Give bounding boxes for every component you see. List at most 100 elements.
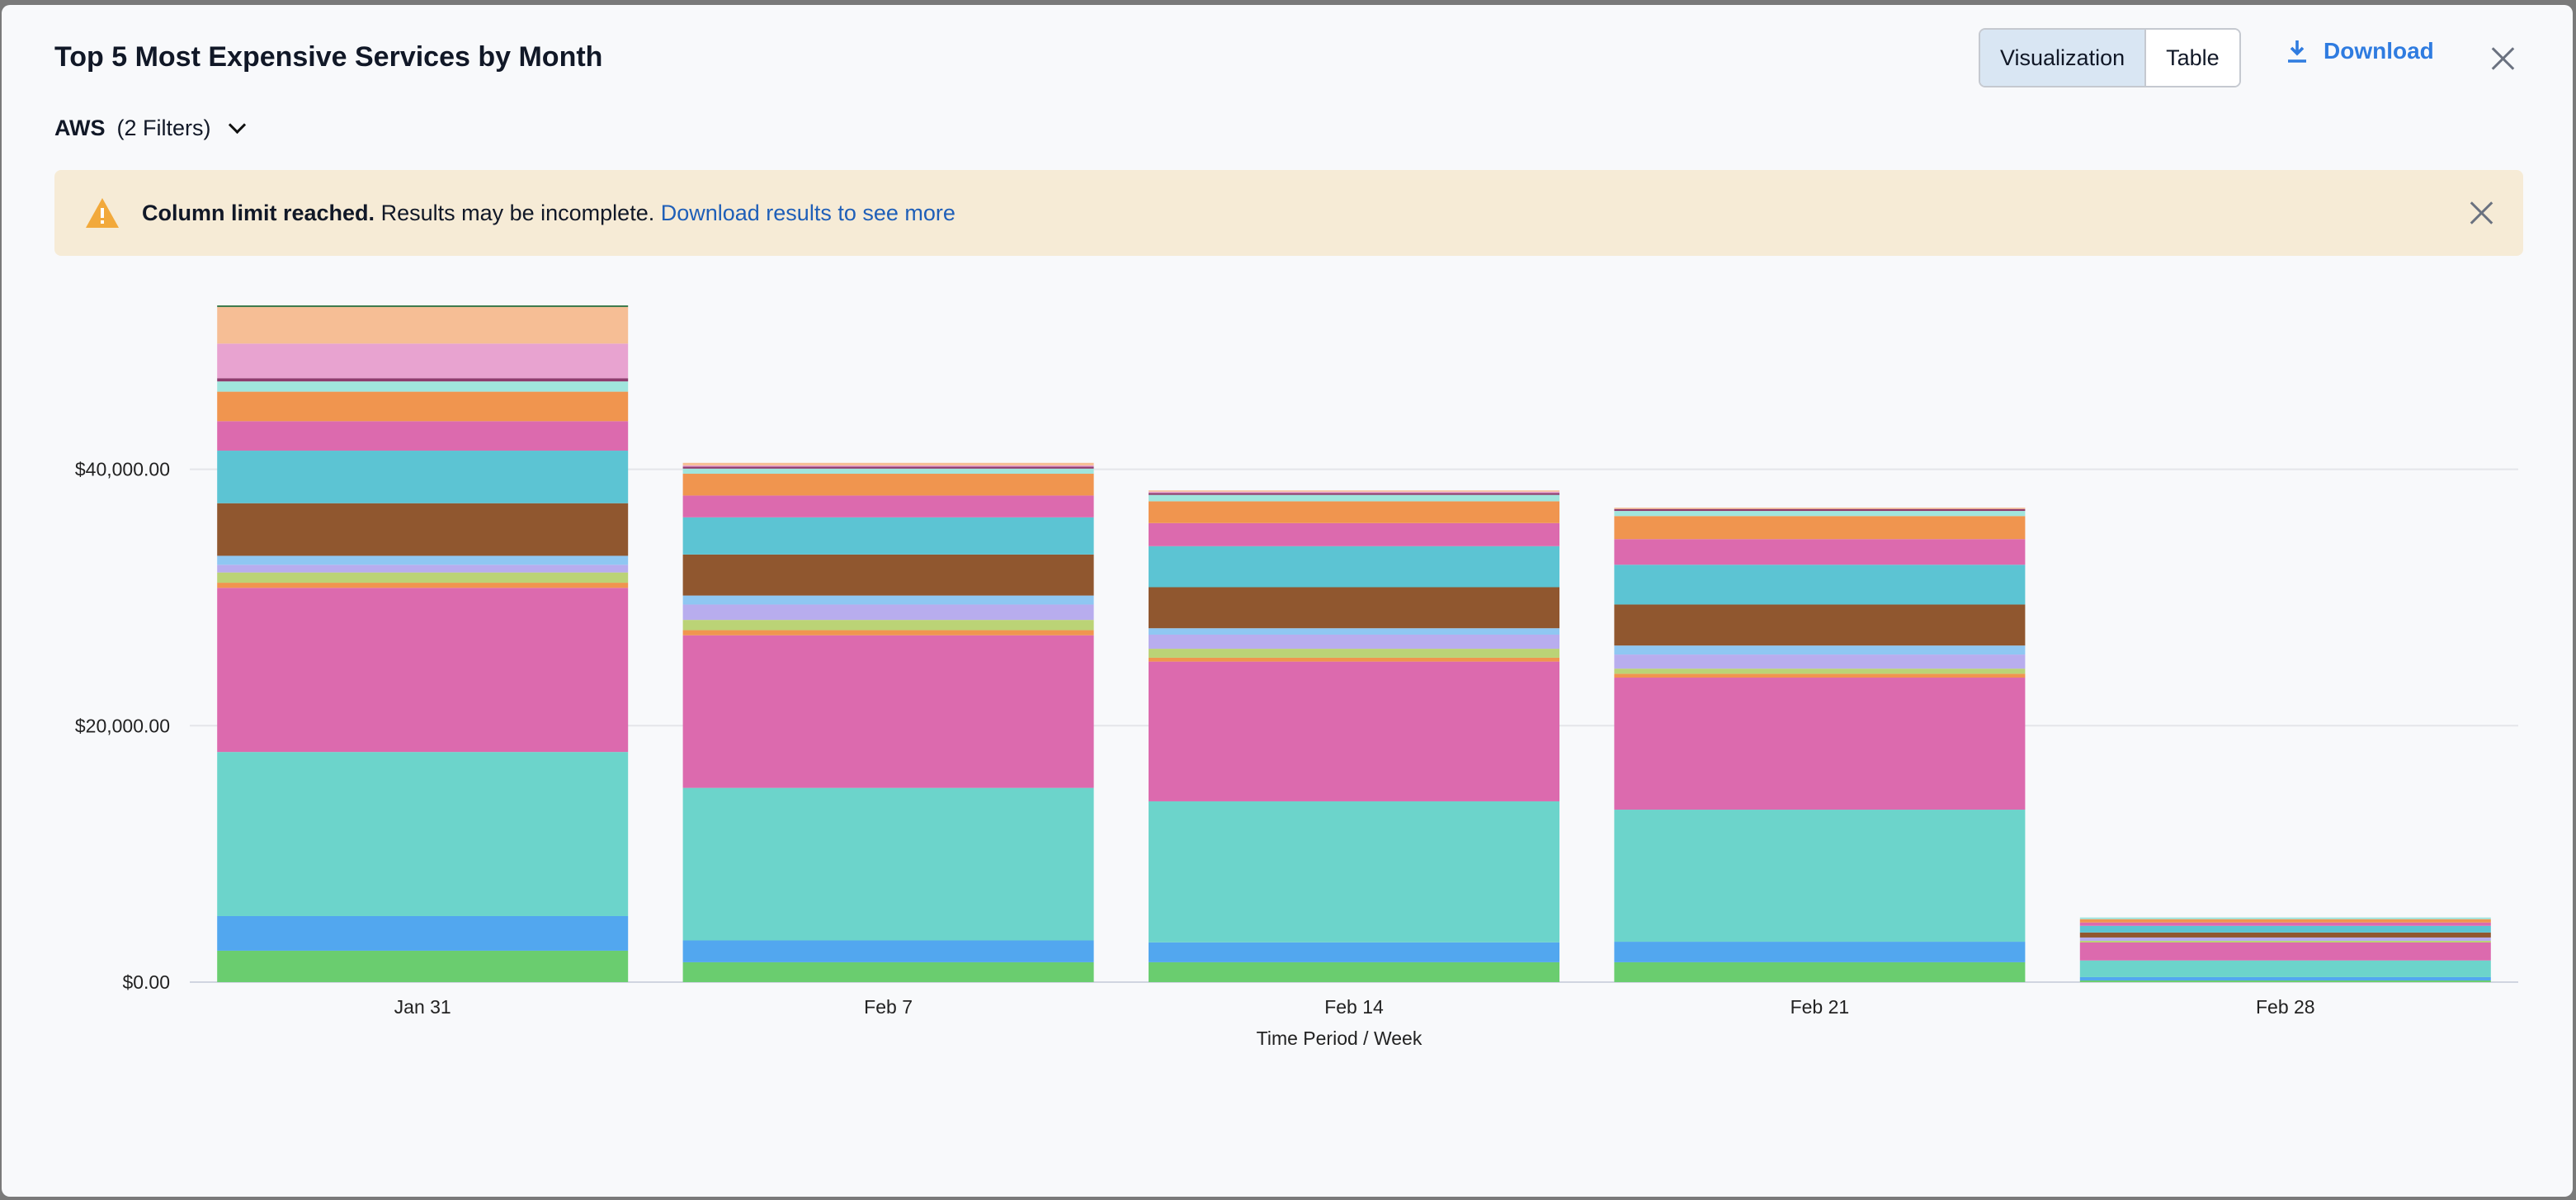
bar-segment — [1614, 678, 2026, 810]
modal-title: Top 5 Most Expensive Services by Month — [54, 41, 603, 73]
bar-segment — [217, 307, 629, 344]
bar-segment — [1149, 491, 1559, 494]
y-tick-label: $0.00 — [122, 971, 170, 993]
bar-segment — [682, 554, 1094, 596]
bar-segment — [1614, 604, 2026, 646]
bar-segment — [217, 915, 629, 951]
bar-segment — [1149, 587, 1559, 629]
filter-count: (2 Filters) — [116, 116, 211, 140]
bar-segment — [682, 620, 1094, 631]
banner-bold: Column limit reached. — [142, 200, 375, 225]
banner-text: Results may be incomplete. — [375, 200, 661, 225]
bar-segment — [1149, 661, 1559, 801]
bar-segment — [682, 787, 1094, 941]
bar-segment — [1614, 669, 2026, 674]
bar-segment — [217, 305, 629, 308]
bar-segment — [682, 940, 1094, 962]
bar-segment — [1614, 961, 2026, 982]
warning-icon — [86, 198, 119, 228]
view-toggle: Visualization Table — [1979, 28, 2241, 87]
y-tick-label: $20,000.00 — [75, 715, 170, 736]
bar-segment — [217, 583, 629, 588]
bar-segment — [1149, 493, 1559, 495]
bar-segment — [217, 451, 629, 503]
bar-segment — [217, 378, 629, 382]
bar-segment — [217, 381, 629, 392]
bar-segment — [1614, 516, 2026, 540]
bar-segment — [2079, 919, 2491, 923]
bar-segment — [217, 555, 629, 565]
bar-segment — [2079, 940, 2491, 943]
x-tick-label: Feb 7 — [864, 996, 913, 1018]
bar-segment — [1149, 494, 1559, 502]
download-label: Download — [2324, 38, 2434, 64]
bar-segment — [682, 961, 1094, 982]
bar-segment — [682, 517, 1094, 555]
bar-segment — [217, 343, 629, 379]
bar-segment — [1614, 539, 2026, 565]
x-tick-label: Feb 21 — [1790, 996, 1850, 1018]
bar-segment — [2079, 922, 2491, 926]
bar-segment — [217, 421, 629, 451]
bar-segment — [682, 635, 1094, 788]
bar-segment — [1149, 961, 1559, 982]
bar-segment — [2079, 942, 2491, 961]
bar-segment — [1149, 942, 1559, 962]
bar-segment — [1149, 546, 1559, 588]
tab-table[interactable]: Table — [2146, 30, 2239, 86]
bar-segment — [1614, 654, 2026, 669]
bar-segment — [217, 588, 629, 753]
bar-segment — [1614, 511, 2026, 517]
bar-segment — [217, 572, 629, 583]
bar-segment — [1149, 490, 1559, 492]
bar-segment — [217, 950, 629, 982]
bar-segment — [1614, 673, 2026, 678]
x-tick-label: Feb 28 — [2256, 996, 2315, 1018]
y-tick-label: $40,000.00 — [75, 459, 170, 480]
bar-segment — [1614, 508, 2026, 509]
filter-dropdown[interactable]: AWS (2 Filters) — [54, 116, 246, 141]
bar-segment — [1614, 942, 2026, 962]
bar-segment — [682, 468, 1094, 475]
bar-segment — [1149, 649, 1559, 658]
bar-segment — [2079, 937, 2491, 941]
bar-segment — [682, 474, 1094, 496]
bar-segment — [682, 466, 1094, 469]
bar-segment — [1149, 634, 1559, 650]
bar-segment — [682, 462, 1094, 465]
bar-segment — [217, 565, 629, 573]
bar-segment — [1149, 522, 1559, 546]
bar-segment — [217, 503, 629, 556]
download-icon — [2288, 40, 2306, 63]
banner-message: Column limit reached. Results may be inc… — [142, 201, 955, 226]
bar-segment — [217, 391, 629, 422]
x-axis-title: Time Period / Week — [1257, 1028, 1422, 1049]
bar-segment — [2079, 932, 2491, 938]
bar-segment — [1614, 508, 2026, 512]
download-button[interactable]: Download — [2286, 38, 2434, 64]
bar-segment — [217, 752, 629, 916]
bar-segment — [2079, 925, 2491, 933]
bar-segment — [682, 630, 1094, 635]
bar-segment — [1149, 628, 1559, 635]
bar-segment — [1614, 810, 2026, 943]
bar-segment — [1614, 565, 2026, 605]
download-results-link[interactable]: Download results to see more — [660, 200, 955, 225]
bar-segment — [682, 604, 1094, 621]
bar-segment — [2079, 980, 2491, 982]
x-tick-label: Feb 14 — [1324, 996, 1384, 1018]
bar-segment — [2079, 917, 2491, 919]
x-tick-label: Jan 31 — [394, 996, 451, 1018]
bar-segment — [2079, 976, 2491, 980]
bar-segment — [682, 465, 1094, 467]
tab-visualization[interactable]: Visualization — [1980, 30, 2147, 86]
column-limit-banner: Column limit reached. Results may be inc… — [54, 170, 2523, 256]
filter-source: AWS — [54, 116, 106, 140]
bar-segment — [682, 595, 1094, 605]
bar-segment — [2079, 960, 2491, 977]
bar-segment — [1149, 801, 1559, 943]
bar-segment — [1149, 501, 1559, 523]
bar-segment — [1149, 657, 1559, 662]
bar-segment — [1614, 645, 2026, 655]
